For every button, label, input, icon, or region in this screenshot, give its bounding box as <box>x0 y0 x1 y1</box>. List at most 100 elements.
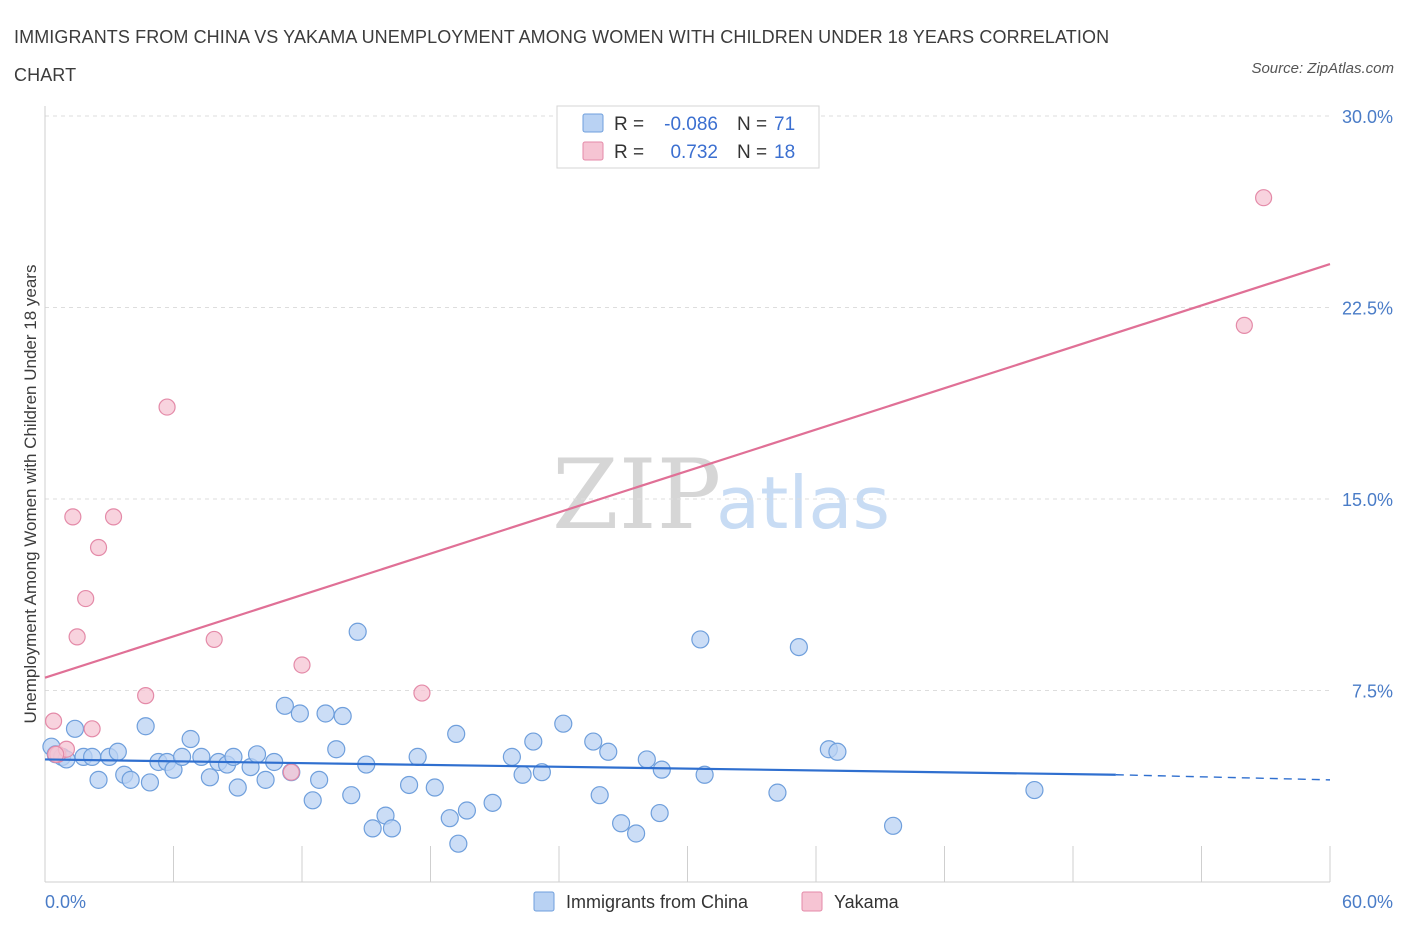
legend-china-r-value: -0.086 <box>664 114 718 135</box>
china-point-40 <box>363 819 382 838</box>
china-point-65 <box>695 765 714 784</box>
watermark-atlas: atlas <box>716 461 890 545</box>
china-point-57 <box>590 786 609 805</box>
legend-china-n-value: 71 <box>774 114 795 135</box>
china-point-53 <box>524 732 543 751</box>
y-tick-label-3: 30.0% <box>1342 107 1393 127</box>
y-tick-label-0: 7.5% <box>1352 682 1393 702</box>
x-ticks <box>44 846 1331 882</box>
china-point-7 <box>89 770 108 789</box>
legend-yakama-n-label: N = <box>737 142 767 163</box>
yakama-trend-line <box>44 263 1331 679</box>
legend-yakama-r-value: 0.732 <box>670 142 718 163</box>
china-point-12 <box>136 717 155 736</box>
top-legend: R = -0.086 N = 71 R = 0.732 N = 18 <box>556 105 820 169</box>
china-point-70 <box>883 816 903 835</box>
yakama-point-8 <box>104 508 123 526</box>
china-point-46 <box>440 809 459 828</box>
china-point-4 <box>65 719 85 738</box>
yakama-point-6 <box>83 720 101 738</box>
china-point-29 <box>275 696 294 715</box>
china-point-43 <box>399 775 419 795</box>
china-point-27 <box>256 770 275 789</box>
yakama-point-11 <box>205 630 223 649</box>
yakama-point-5 <box>77 589 95 608</box>
china-point-20 <box>200 768 220 787</box>
y-tick-label-2: 22.5% <box>1342 299 1393 319</box>
yakama-point-12 <box>282 763 300 781</box>
trend-lines <box>44 263 1331 781</box>
y-axis-label: Unemployment Among Women with Children U… <box>21 265 40 724</box>
legend-china-r-label: R = <box>614 114 644 135</box>
series-yakama-points <box>44 189 1273 781</box>
yakama-point-4 <box>68 628 86 646</box>
legend-swatch-yakama <box>582 141 604 161</box>
china-point-63 <box>652 760 671 779</box>
china-point-13 <box>140 773 160 792</box>
yakama-point-14 <box>413 684 431 702</box>
china-point-45 <box>425 778 444 797</box>
grid-lines <box>45 115 1330 691</box>
bottom-legend: Immigrants from China Yakama <box>533 891 900 912</box>
watermark-zip: ZIP <box>552 439 721 551</box>
source-credit: Source: ZipAtlas.com <box>1251 60 1394 77</box>
china-point-31 <box>290 704 309 723</box>
china-point-71 <box>1025 780 1044 800</box>
china-point-6 <box>83 747 102 766</box>
china-point-32 <box>303 791 322 810</box>
bottom-legend-swatch-china <box>533 891 555 912</box>
bottom-legend-yakama: Yakama <box>834 892 900 912</box>
china-point-24 <box>228 778 247 797</box>
china-point-60 <box>626 824 646 843</box>
china-point-48 <box>449 834 468 853</box>
china-point-66 <box>768 783 787 802</box>
yakama-point-17 <box>47 745 65 763</box>
china-point-67 <box>789 637 808 657</box>
china-point-38 <box>348 622 367 641</box>
x-tick-label-max: 60.0% <box>1342 892 1393 912</box>
china-point-34 <box>316 704 335 723</box>
china-point-61 <box>637 750 656 769</box>
china-point-17 <box>172 747 192 766</box>
bottom-legend-china: Immigrants from China <box>566 892 749 912</box>
x-tick-label-min: 0.0% <box>45 892 86 912</box>
china-point-56 <box>584 732 603 751</box>
yakama-point-7 <box>89 538 108 557</box>
china-point-54 <box>532 763 551 782</box>
china-point-51 <box>502 747 521 766</box>
china-point-50 <box>483 793 502 812</box>
yakama-point-10 <box>158 398 176 416</box>
china-point-44 <box>408 747 427 766</box>
china-trend-extension <box>1115 774 1331 781</box>
china-trend-line <box>44 758 1116 776</box>
china-point-18 <box>181 729 200 749</box>
china-point-36 <box>333 706 352 726</box>
yakama-point-13 <box>293 656 311 674</box>
china-point-62 <box>650 803 669 823</box>
y-tick-labels: 7.5% 15.0% 22.5% 30.0% <box>1342 107 1393 702</box>
china-point-58 <box>599 742 618 761</box>
chart-title: IMMIGRANTS FROM CHINA VS YAKAMA UNEMPLOY… <box>14 27 1110 85</box>
yakama-point-15 <box>1235 316 1253 334</box>
china-point-64 <box>691 630 710 649</box>
china-point-9 <box>108 742 127 761</box>
yakama-point-0 <box>44 712 63 730</box>
china-point-42 <box>382 819 402 838</box>
china-point-33 <box>310 770 329 789</box>
china-point-26 <box>247 745 267 764</box>
legend-china-n-label: N = <box>737 114 767 135</box>
yakama-point-16 <box>1255 189 1273 207</box>
china-point-47 <box>447 724 466 744</box>
china-point-49 <box>457 801 477 820</box>
legend-swatch-china <box>582 113 604 133</box>
y-tick-label-1: 15.0% <box>1342 490 1393 510</box>
bottom-legend-swatch-yakama <box>801 891 823 912</box>
china-point-52 <box>513 765 532 784</box>
china-point-59 <box>612 814 631 833</box>
china-point-37 <box>342 786 361 805</box>
series-china-points <box>42 622 1044 853</box>
legend-yakama-r-label: R = <box>614 142 644 163</box>
yakama-point-3 <box>64 508 82 526</box>
china-point-55 <box>554 714 573 733</box>
